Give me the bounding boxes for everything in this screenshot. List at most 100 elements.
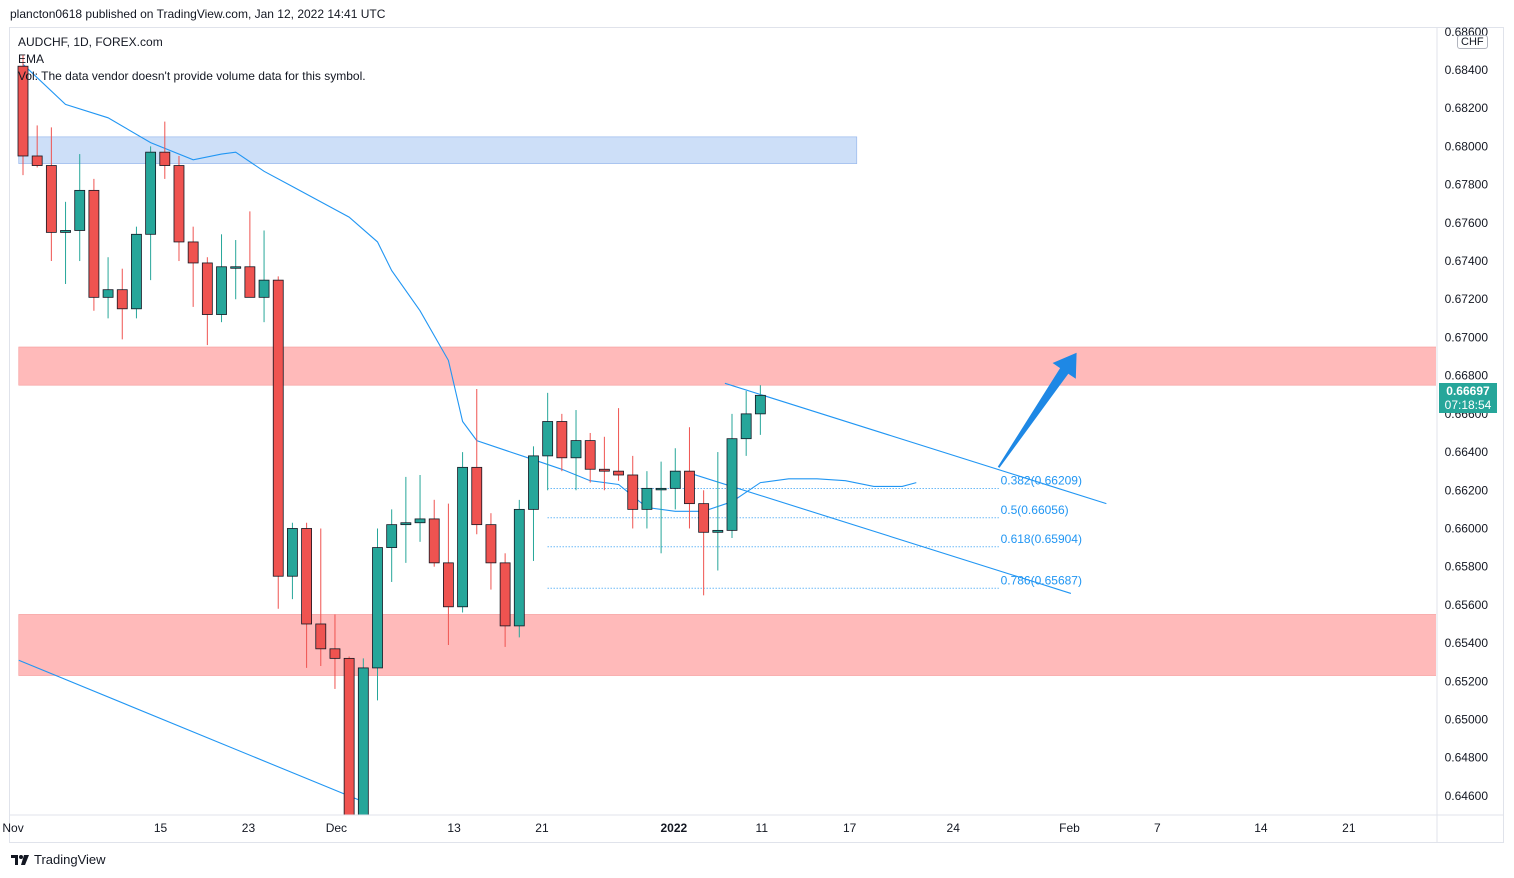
candle-body-21 [315,623,327,650]
tradingview-footer[interactable]: TradingView [10,852,106,867]
candle-body-2 [45,165,57,233]
candle-body-34 [499,562,511,627]
candle-body-50 [726,438,738,531]
candle-50 [726,413,738,539]
candle-body-47 [684,470,695,505]
currency-badge[interactable]: CHF [1457,35,1488,49]
y-tick-6: 0.67400 [1445,254,1489,268]
candle-body-18 [272,279,284,577]
candle-30 [442,503,454,645]
ema-line [22,63,917,512]
y-tick-16: 0.65400 [1445,636,1489,650]
candle-body-15 [230,266,242,269]
candle-body-26 [386,524,398,548]
candle-43 [627,455,639,529]
fib-label-1: 0.5(0.66056) [1001,503,1069,517]
candle-2 [45,127,57,262]
candle-body-12 [187,241,199,264]
candle-body-44 [641,487,653,510]
candle-48 [698,490,710,596]
candle-body-48 [698,503,710,533]
candle-body-14 [216,266,227,315]
candle-body-22 [329,648,341,659]
candle-8 [131,226,142,319]
channel-upper-line [724,382,1107,505]
candle-23 [343,656,355,815]
projection-arrow [997,352,1077,468]
candle-16 [244,211,256,298]
candle-4 [74,154,86,262]
candle-45 [655,461,667,554]
y-tick-4: 0.67800 [1445,178,1489,192]
candle-22 [329,614,341,689]
candle-6 [102,257,114,319]
candle-body-35 [513,508,525,627]
symbol-legend[interactable]: AUDCHF, 1D, FOREX.com [18,35,163,49]
candle-body-41 [598,468,610,472]
x-tick-5: 21 [535,821,549,835]
candle-body-19 [287,528,298,577]
candle-body-30 [442,562,454,608]
candle-40 [584,432,596,483]
candle-body-25 [372,547,383,669]
supply-zone-middle [18,346,1436,386]
candle-body-8 [131,233,142,310]
candle-body-16 [244,266,256,298]
candle-body-31 [457,466,468,608]
candle-28 [414,474,426,542]
candle-52 [754,385,766,435]
candle-body-52 [754,394,766,415]
candle-18 [272,276,284,609]
y-tick-20: 0.64600 [1445,789,1489,803]
candle-body-0 [17,65,29,157]
candle-42 [613,408,624,481]
candle-37 [542,392,554,491]
candle-44 [641,471,653,529]
candle-21 [315,528,327,667]
y-tick-14: 0.65800 [1445,560,1489,574]
ema-legend[interactable]: EMA [18,52,45,66]
candle-39 [570,410,582,491]
candle-body-42 [613,470,624,476]
fib-label-0: 0.382(0.66209) [1001,474,1082,488]
candle-0 [17,54,29,176]
candle-body-13 [201,262,213,315]
fib-label-3: 0.786(0.65687) [1001,573,1082,587]
candle-body-28 [414,518,426,524]
x-tick-10: Feb [1059,821,1080,835]
x-tick-3: Dec [326,821,347,835]
candle-body-39 [570,440,582,459]
x-tick-0: Nov [2,821,23,835]
candle-13 [201,257,213,346]
candle-10 [159,121,171,179]
volume-legend[interactable]: Vol: The data vendor doesn't provide vol… [18,69,366,83]
candle-body-17 [258,279,270,298]
candle-26 [386,509,398,582]
candle-47 [684,427,695,529]
x-tick-6: 2022 [661,821,688,835]
candle-body-43 [627,474,639,510]
candle-36 [528,446,539,561]
channel-lower-line [689,472,1072,594]
y-tick-5: 0.67600 [1445,216,1489,230]
y-tick-13: 0.66000 [1445,521,1489,535]
y-tick-7: 0.67200 [1445,292,1489,306]
chart-frame[interactable] [9,27,1504,843]
x-tick-12: 14 [1254,821,1268,835]
candle-body-7 [116,289,128,310]
candle-38 [556,413,568,472]
candle-1 [31,125,43,168]
last-price-label: 0.66697 07:18:54 [1439,383,1497,413]
publisher-header: plancton0618 published on TradingView.co… [10,7,386,21]
y-tick-18: 0.65000 [1445,712,1489,726]
candle-14 [216,234,227,323]
candle-body-9 [145,151,157,235]
y-tick-12: 0.66200 [1445,483,1489,497]
y-tick-9: 0.66800 [1445,369,1489,383]
candle-41 [598,436,610,491]
y-tick-8: 0.67000 [1445,330,1489,344]
candle-35 [513,499,525,638]
candle-body-3 [60,230,71,233]
candle-34 [499,553,511,647]
